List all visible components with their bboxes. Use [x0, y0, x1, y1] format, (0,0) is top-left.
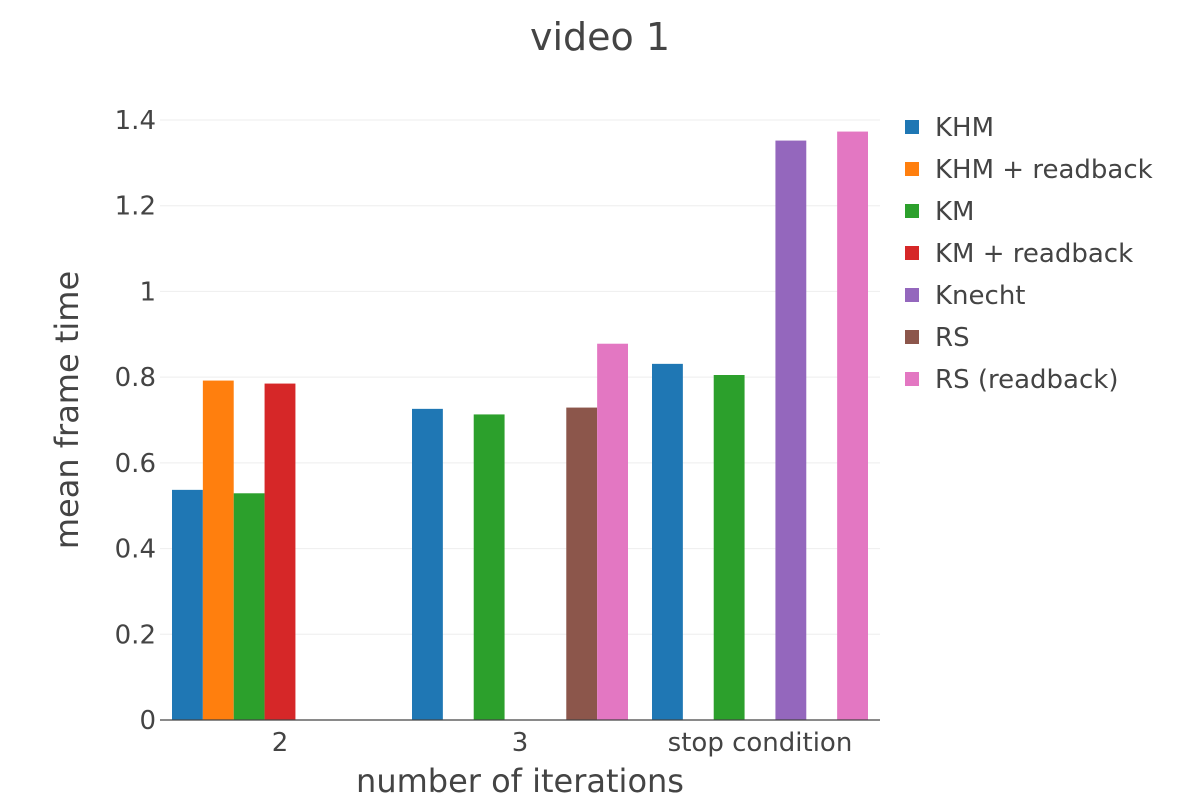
x-tick-label: 3: [512, 728, 529, 758]
bar-km-readback-2: [264, 383, 296, 720]
legend-label: Knecht: [935, 281, 1026, 311]
legend-swatch: [905, 162, 919, 176]
bars: [172, 131, 868, 721]
legend-item[interactable]: KHM: [905, 113, 994, 143]
y-tick-label: 0.4: [115, 535, 156, 565]
bar-rs-3: [566, 407, 598, 720]
legend-item[interactable]: RS: [905, 323, 970, 353]
y-tick-label: 1.2: [115, 192, 156, 222]
legend-label: KM: [935, 197, 974, 227]
bar-knecht-stop-condition: [775, 140, 807, 721]
y-tick-label: 0: [139, 706, 156, 736]
legend-label: RS (readback): [935, 365, 1118, 395]
legend-swatch: [905, 120, 919, 134]
legend-item[interactable]: KM: [905, 197, 974, 227]
legend-swatch: [905, 372, 919, 386]
legend-label: RS: [935, 323, 970, 353]
bar-rs-readback-3: [597, 343, 628, 720]
y-tick-label: 1: [139, 277, 156, 307]
x-tick-label: 2: [272, 728, 289, 758]
legend-swatch: [905, 246, 919, 260]
x-axis-ticks: 2 3 stop condition: [272, 728, 853, 758]
y-axis-title: mean frame time: [48, 271, 86, 549]
bar-rs-readback-stop-condition: [837, 131, 868, 721]
bar-km-3: [473, 414, 505, 720]
legend-item[interactable]: KHM + readback: [905, 155, 1153, 185]
legend-label: KHM: [935, 113, 994, 143]
bar-khm-2: [172, 489, 203, 720]
bar-khm-3: [412, 408, 443, 720]
legend-item[interactable]: RS (readback): [905, 365, 1118, 395]
legend-label: KHM + readback: [935, 155, 1153, 185]
legend-item[interactable]: Knecht: [905, 281, 1026, 311]
legend-label: KM + readback: [935, 239, 1133, 269]
legend: KHM KHM + readback KM KM + readback Knecht RS…: [905, 113, 1153, 395]
legend-item[interactable]: KM + readback: [905, 239, 1133, 269]
y-tick-label: 0.2: [115, 620, 156, 650]
x-tick-label: stop condition: [668, 728, 853, 758]
bar-km-2: [233, 493, 265, 720]
y-axis-ticks: 0 0.2 0.4 0.6 0.8 1 1.2 1.4: [115, 106, 156, 736]
chart-title: video 1: [530, 15, 670, 59]
legend-swatch: [905, 204, 919, 218]
legend-swatch: [905, 288, 919, 302]
y-tick-label: 0.6: [115, 449, 156, 479]
bar-khm-readback-2: [202, 380, 234, 720]
y-tick-label: 0.8: [115, 363, 156, 393]
legend-swatch: [905, 330, 919, 344]
x-axis-title: number of iterations: [356, 762, 684, 800]
bar-khm-stop-condition: [652, 363, 683, 720]
y-tick-label: 1.4: [115, 106, 156, 136]
bar-km-stop-condition: [713, 375, 745, 720]
